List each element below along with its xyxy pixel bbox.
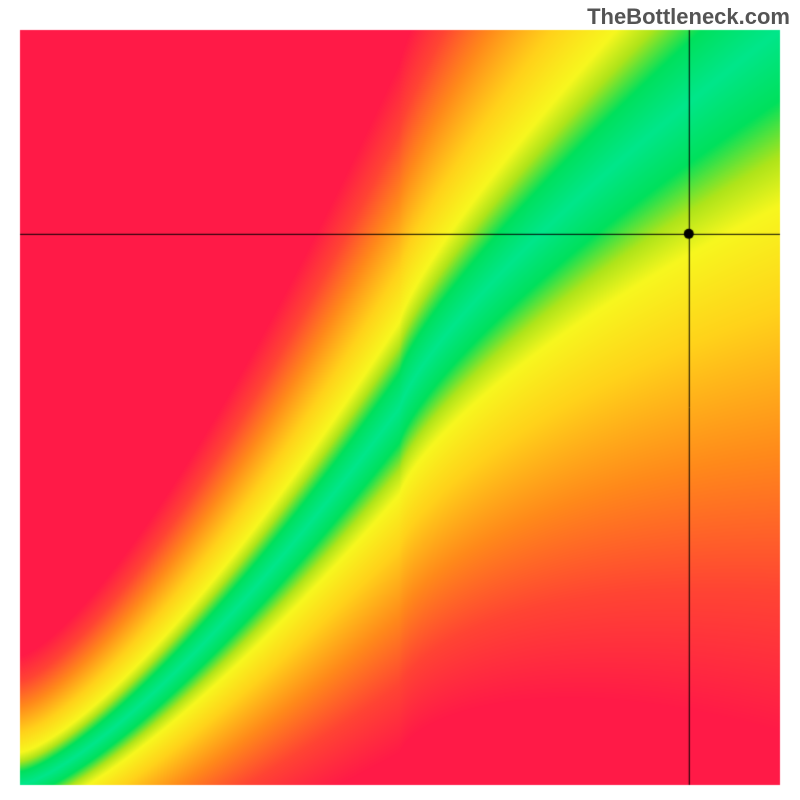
watermark-text: TheBottleneck.com bbox=[587, 4, 790, 30]
chart-container: TheBottleneck.com bbox=[0, 0, 800, 800]
heatmap-canvas bbox=[0, 0, 800, 800]
